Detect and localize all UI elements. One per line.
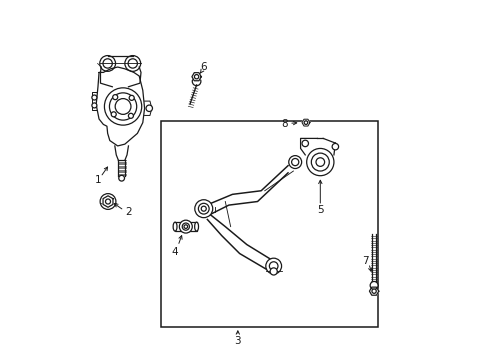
Ellipse shape bbox=[195, 222, 198, 231]
Polygon shape bbox=[302, 119, 310, 126]
Circle shape bbox=[125, 55, 141, 71]
Circle shape bbox=[92, 95, 97, 100]
Circle shape bbox=[332, 143, 339, 150]
Text: 8: 8 bbox=[281, 120, 288, 129]
Text: 6: 6 bbox=[200, 62, 207, 72]
Circle shape bbox=[179, 220, 192, 233]
Circle shape bbox=[304, 121, 308, 125]
Ellipse shape bbox=[173, 222, 177, 231]
Polygon shape bbox=[103, 196, 113, 207]
Circle shape bbox=[129, 95, 134, 100]
Bar bbox=[161, 121, 378, 327]
Circle shape bbox=[105, 199, 111, 204]
Circle shape bbox=[192, 77, 201, 86]
Circle shape bbox=[370, 282, 378, 289]
Text: 1: 1 bbox=[95, 175, 101, 185]
Circle shape bbox=[119, 175, 124, 181]
Circle shape bbox=[92, 103, 97, 108]
Circle shape bbox=[266, 258, 282, 274]
Circle shape bbox=[316, 158, 324, 166]
Circle shape bbox=[302, 140, 309, 147]
Circle shape bbox=[195, 200, 213, 218]
Circle shape bbox=[184, 225, 188, 228]
Text: 7: 7 bbox=[362, 256, 368, 266]
Circle shape bbox=[307, 148, 334, 176]
Circle shape bbox=[289, 156, 302, 168]
Circle shape bbox=[146, 105, 152, 112]
Polygon shape bbox=[192, 73, 201, 81]
Circle shape bbox=[195, 75, 199, 79]
Circle shape bbox=[372, 289, 376, 293]
Circle shape bbox=[100, 194, 116, 210]
Circle shape bbox=[270, 268, 277, 275]
Circle shape bbox=[100, 55, 116, 71]
Polygon shape bbox=[369, 287, 379, 295]
Circle shape bbox=[113, 95, 118, 100]
Circle shape bbox=[111, 112, 116, 117]
Bar bbox=[175, 222, 196, 231]
Text: 5: 5 bbox=[317, 206, 323, 216]
Circle shape bbox=[104, 88, 142, 125]
Text: 2: 2 bbox=[125, 207, 132, 217]
Text: 3: 3 bbox=[235, 336, 241, 346]
Circle shape bbox=[128, 113, 133, 118]
Text: 4: 4 bbox=[172, 247, 178, 257]
